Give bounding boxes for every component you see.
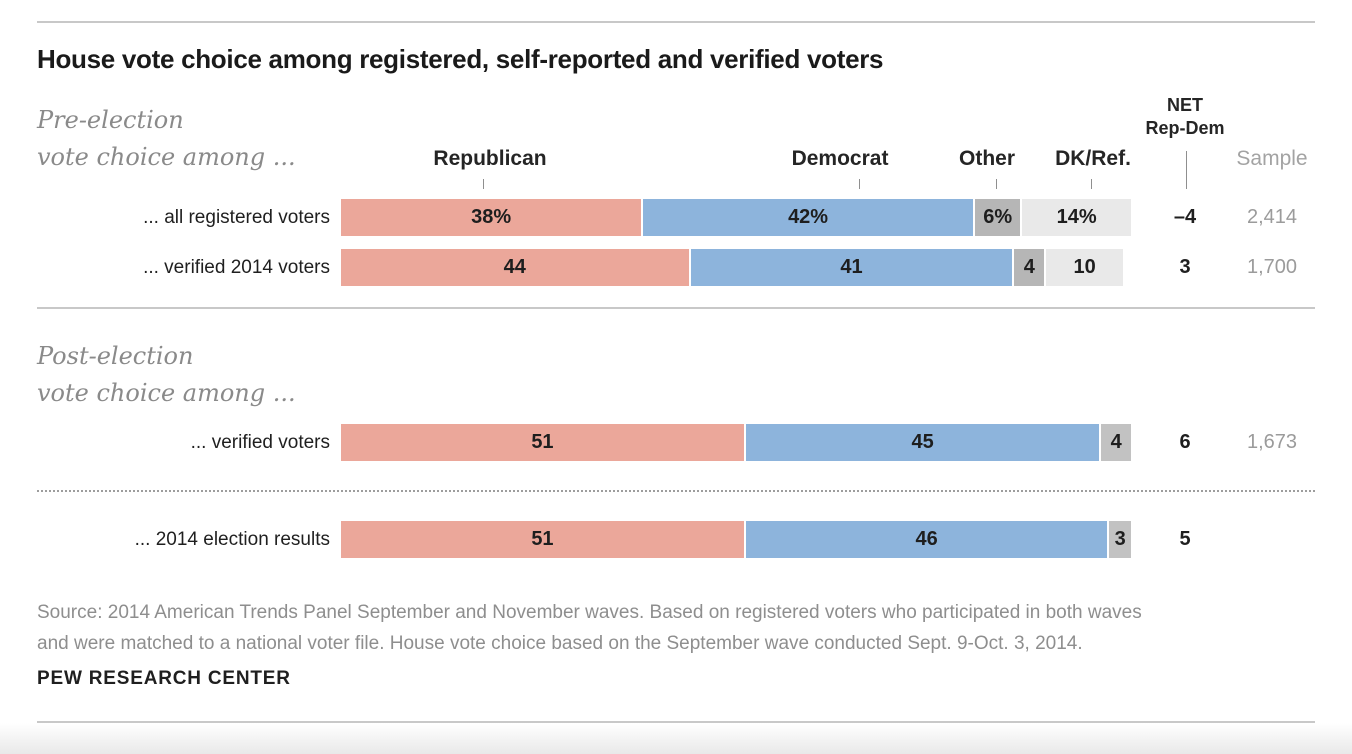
source-note-line2: and were matched to a national voter fil… (37, 633, 1083, 654)
row-label: ... verified voters (190, 432, 330, 453)
column-header-republican: Republican (433, 147, 547, 170)
axis-tick (1091, 179, 1092, 189)
post-election-label-line1: Post-election (37, 342, 194, 370)
pre-election-label-line1: Pre-election (37, 106, 184, 134)
bar-segment-republican: 44 (341, 249, 689, 286)
column-header-net-line2: Rep-Dem (1145, 118, 1225, 138)
column-header-other: Other (958, 147, 1016, 170)
axis-tick (859, 179, 860, 189)
row-label: ... 2014 election results (134, 529, 330, 550)
bar-segment-republican: 38% (341, 199, 642, 236)
bar-segment-other: 6% (972, 199, 1021, 236)
column-header-net-line1: NET (1166, 95, 1203, 115)
pre-election-label: Pre-election vote choice among ... (37, 102, 296, 176)
bar-segment-democrat: 41 (688, 249, 1013, 286)
column-header-dkref: DK/Ref. (1055, 147, 1131, 170)
axis-tick (483, 179, 484, 189)
net-column-rule (1186, 151, 1187, 189)
post-election-label-line2: vote choice among ... (37, 379, 296, 407)
bar-segment-republican: 51 (341, 521, 744, 558)
section-divider-rule (37, 307, 1315, 309)
dotted-divider-rule (37, 490, 1315, 492)
bar-segment-dkref: 10 (1044, 249, 1124, 286)
bar-segment-republican: 51 (341, 424, 744, 461)
post-election-label: Post-election vote choice among ... (37, 338, 296, 412)
brand-footer: PEW RESEARCH CENTER (37, 668, 291, 689)
stacked-bar: 38% 42% 6% 14% (341, 199, 1131, 236)
net-value: 5 (1179, 528, 1191, 550)
row-label: ... verified 2014 voters (143, 257, 330, 278)
bar-segment-dkref: 14% (1020, 199, 1131, 236)
bar-segment-democrat: 46 (743, 521, 1108, 558)
stacked-bar: 44 41 4 10 (341, 249, 1124, 286)
bar-segment-democrat: 42% (641, 199, 973, 236)
column-header-democrat: Democrat (791, 147, 889, 170)
bar-segment-other_light: 3 (1107, 521, 1131, 558)
column-header-sample: Sample (1236, 147, 1308, 170)
bar-segment-other_light: 4 (1099, 424, 1131, 461)
bar-segment-democrat: 45 (743, 424, 1100, 461)
stacked-bar: 51 45 4 (341, 424, 1131, 461)
column-header-net: NET Rep-Dem (1145, 94, 1224, 140)
net-value: 3 (1179, 256, 1191, 278)
row-label: ... all registered voters (143, 207, 330, 228)
bar-segment-other: 4 (1012, 249, 1045, 286)
sample-value: 1,673 (1246, 431, 1298, 453)
net-value: –4 (1173, 206, 1197, 228)
source-note-line1: Source: 2014 American Trends Panel Septe… (37, 602, 1142, 623)
pre-election-label-line2: vote choice among ... (37, 143, 296, 171)
source-note: Source: 2014 American Trends Panel Septe… (37, 597, 1142, 659)
bottom-gradient-strip (0, 723, 1352, 754)
stacked-bar: 51 46 3 (341, 521, 1131, 558)
sample-value: 2,414 (1246, 206, 1298, 228)
net-value: 6 (1179, 431, 1191, 453)
axis-tick (996, 179, 997, 189)
top-rule (37, 21, 1315, 23)
bottom-rule (37, 721, 1315, 723)
chart-title: House vote choice among registered, self… (37, 44, 884, 74)
sample-value: 1,700 (1246, 256, 1298, 278)
